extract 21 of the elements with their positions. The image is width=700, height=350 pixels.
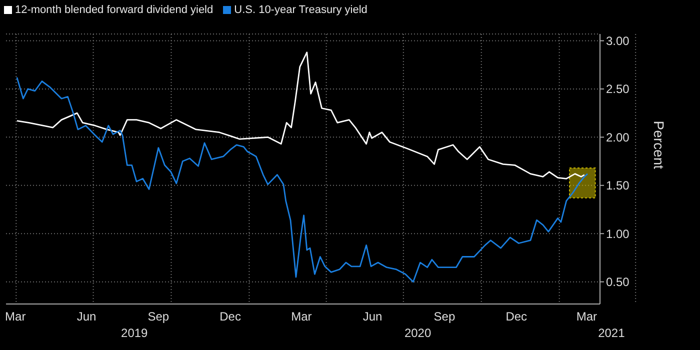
x-tick-label: Jun [76,310,96,324]
y-tick-label: 0.50 [606,275,630,290]
x-tick-label: Mar [576,310,598,324]
text: 2020 [404,326,432,340]
x-tick-label: Jun [362,310,382,324]
legend-label: 12-month blended forward dividend yield [15,4,214,16]
legend-label: U.S. 10-year Treasury yield [234,4,368,16]
y-tick-label: 2.00 [606,130,630,144]
y-tick-label: 2.50 [606,82,630,96]
y-axis-title: Percent [651,120,668,170]
x-tick-label: Dec [220,310,241,324]
x-tick-label: Sep [148,310,170,324]
text: 2019 [121,326,148,340]
y-tick-label: 1.50 [606,178,630,193]
x-tick-label: Sep [434,310,456,324]
x-tick-label: Mar [291,310,312,324]
x-tick-label: Mar [5,310,26,324]
text: 2021 [598,326,625,340]
x-tick-label: Dec [506,310,528,324]
y-tick-label: 1.00 [606,226,630,241]
y-tick-label: 3.00 [606,34,630,48]
